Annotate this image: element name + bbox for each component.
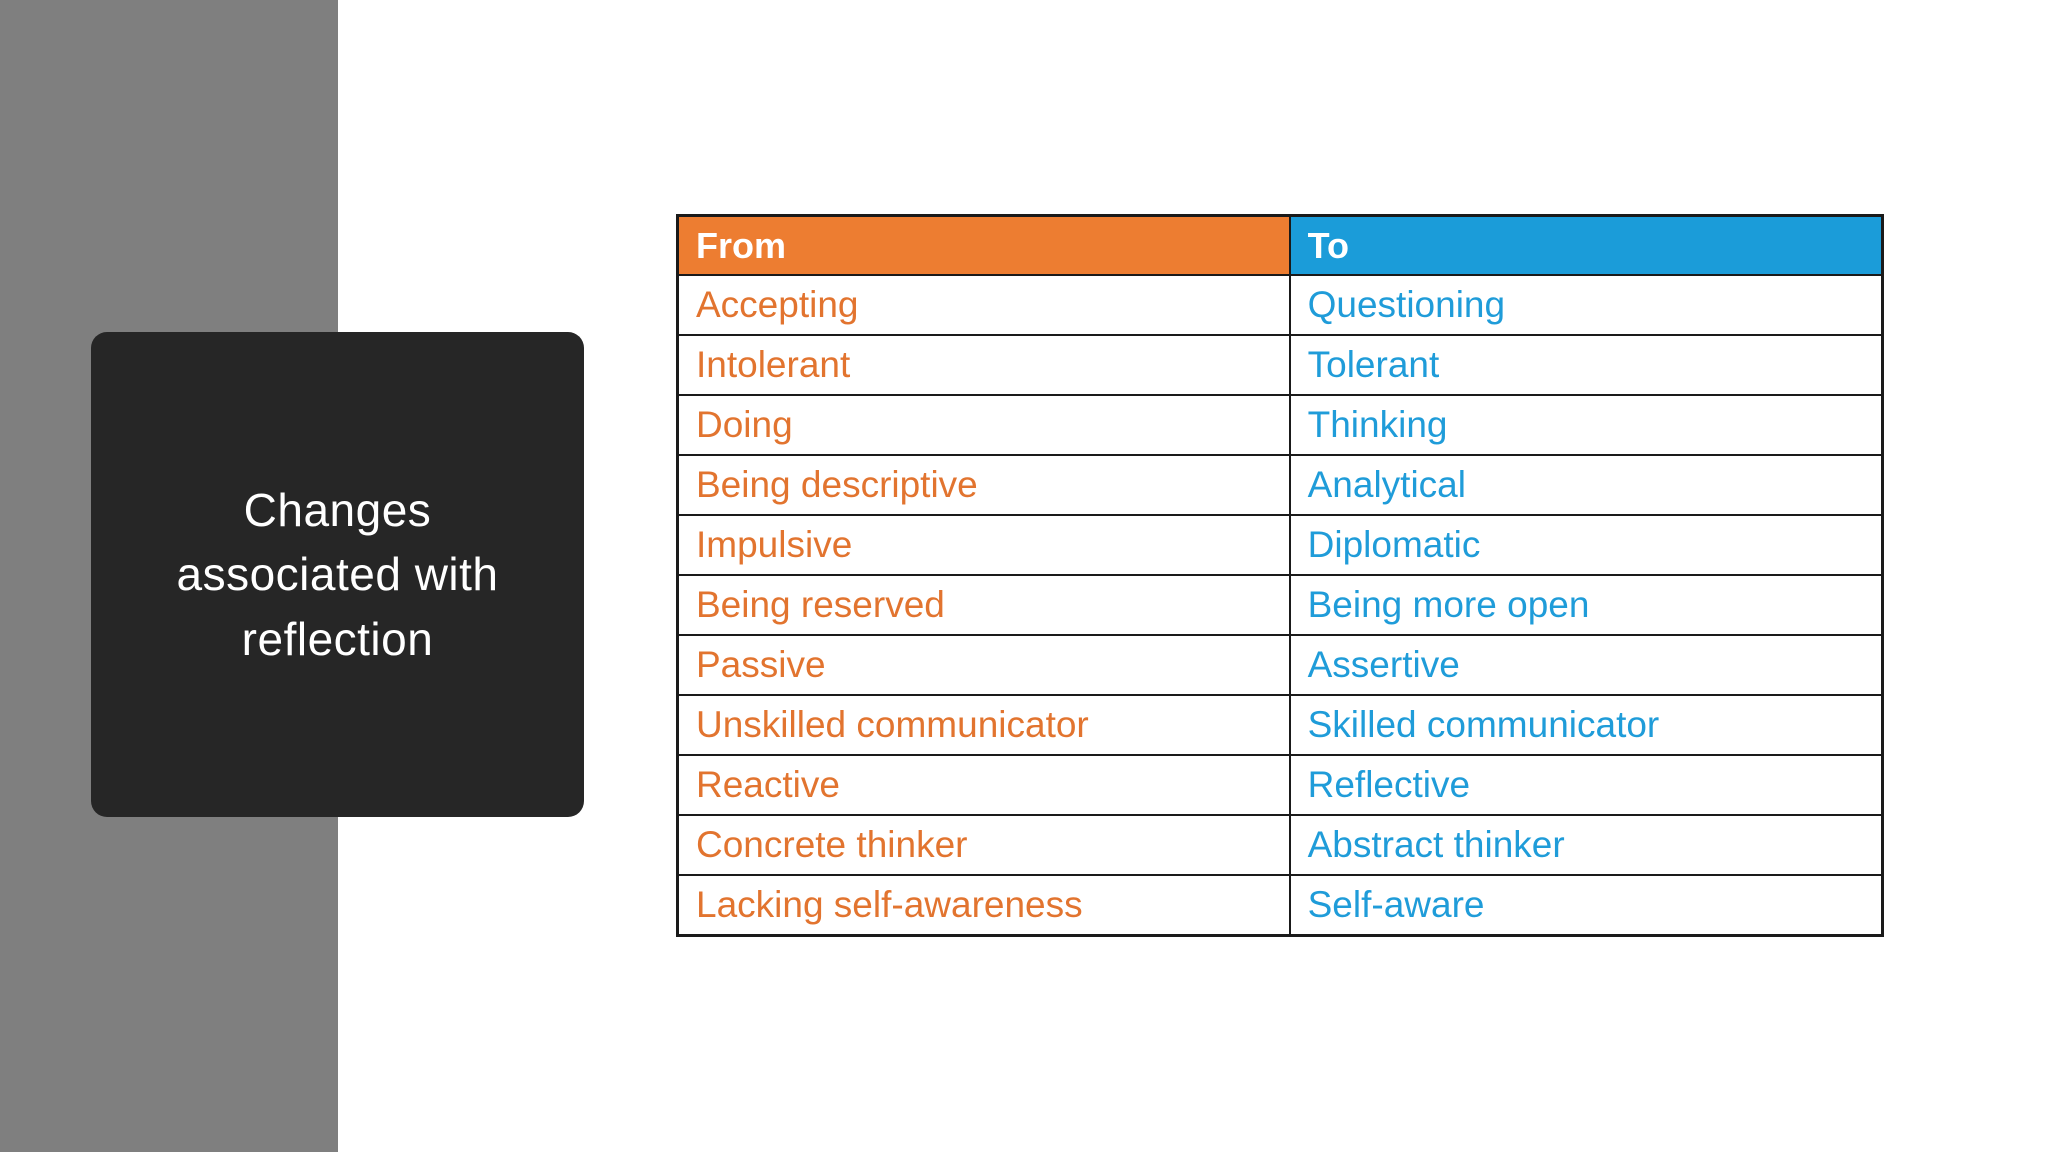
table-row: Concrete thinker Abstract thinker xyxy=(676,814,1884,876)
to-cell: Being more open xyxy=(1288,574,1884,636)
table-row: Intolerant Tolerant xyxy=(676,334,1884,396)
table-row: Lacking self-awareness Self-aware xyxy=(676,874,1884,937)
from-cell: Passive xyxy=(676,634,1291,696)
from-cell: Lacking self-awareness xyxy=(676,874,1291,937)
from-cell: Reactive xyxy=(676,754,1291,816)
table-row: Being descriptive Analytical xyxy=(676,454,1884,516)
from-cell: Unskilled communicator xyxy=(676,694,1291,756)
to-cell: Analytical xyxy=(1288,454,1884,516)
from-cell: Intolerant xyxy=(676,334,1291,396)
table-row: Reactive Reflective xyxy=(676,754,1884,816)
slide-title: Changes associated with reflection xyxy=(176,483,499,665)
title-card: Changes associated with reflection xyxy=(91,332,584,817)
table-row: Accepting Questioning xyxy=(676,274,1884,336)
table-row: Doing Thinking xyxy=(676,394,1884,456)
from-cell: Concrete thinker xyxy=(676,814,1291,876)
from-header-cell: From xyxy=(676,214,1291,276)
to-cell: Skilled communicator xyxy=(1288,694,1884,756)
from-cell: Being reserved xyxy=(676,574,1291,636)
from-cell: Impulsive xyxy=(676,514,1291,576)
from-cell: Accepting xyxy=(676,274,1291,336)
to-cell: Diplomatic xyxy=(1288,514,1884,576)
to-cell: Reflective xyxy=(1288,754,1884,816)
to-cell: Tolerant xyxy=(1288,334,1884,396)
from-cell: Being descriptive xyxy=(676,454,1291,516)
changes-table: From To Accepting Questioning Intolerant To… xyxy=(676,214,1884,937)
table-row: Being reserved Being more open xyxy=(676,574,1884,636)
to-cell: Abstract thinker xyxy=(1288,814,1884,876)
to-cell: Thinking xyxy=(1288,394,1884,456)
to-cell: Questioning xyxy=(1288,274,1884,336)
table-row: Unskilled communicator Skilled communicat… xyxy=(676,694,1884,756)
table-row: Impulsive Diplomatic xyxy=(676,514,1884,576)
table-row: Passive Assertive xyxy=(676,634,1884,696)
to-cell: Self-aware xyxy=(1288,874,1884,937)
table-header-row: From To xyxy=(676,214,1884,276)
from-cell: Doing xyxy=(676,394,1291,456)
to-header-cell: To xyxy=(1288,214,1884,276)
to-cell: Assertive xyxy=(1288,634,1884,696)
